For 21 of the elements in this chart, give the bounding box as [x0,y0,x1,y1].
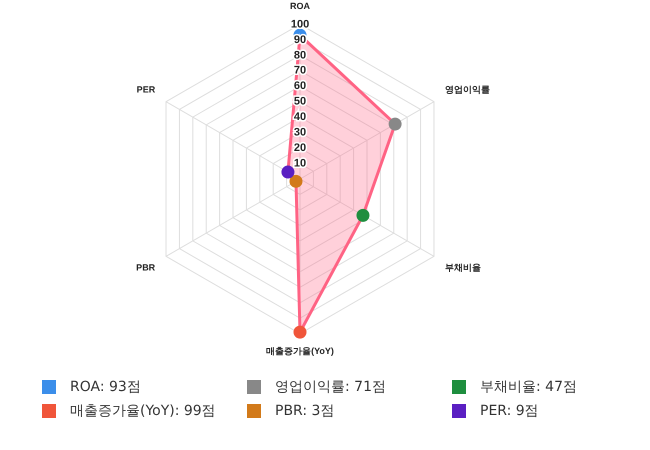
text: PBR: 3점 [275,402,334,420]
y-tick-label: 40 [294,111,306,124]
y-tick-label: 80 [294,49,306,62]
spoke-label: 매출증가율(YoY) [266,346,334,356]
y-tick-label: 30 [294,126,306,139]
y-tick-label: 70 [294,64,306,77]
spoke-label: PER [136,84,156,94]
y-tick-label: 60 [294,80,306,92]
y-tick-label: 20 [294,142,306,154]
text: 영업이익률: 71점 [275,378,386,396]
spoke-label: ROA [290,0,310,11]
spoke-label: PBR [136,262,156,272]
spoke-label: 영업이익률 [444,84,490,94]
y-tick-label: 10 [294,158,306,170]
text: ROA: 93점 [70,378,141,396]
text: 부채비율: 47점 [480,378,577,396]
y-tick-label: 50 [294,96,306,108]
spoke-label: 부채비율 [444,262,481,272]
y-tick-label: 100 [290,18,310,30]
text: PER: 9점 [480,402,539,420]
text: 매출증가율(YoY): 99점 [70,402,216,420]
